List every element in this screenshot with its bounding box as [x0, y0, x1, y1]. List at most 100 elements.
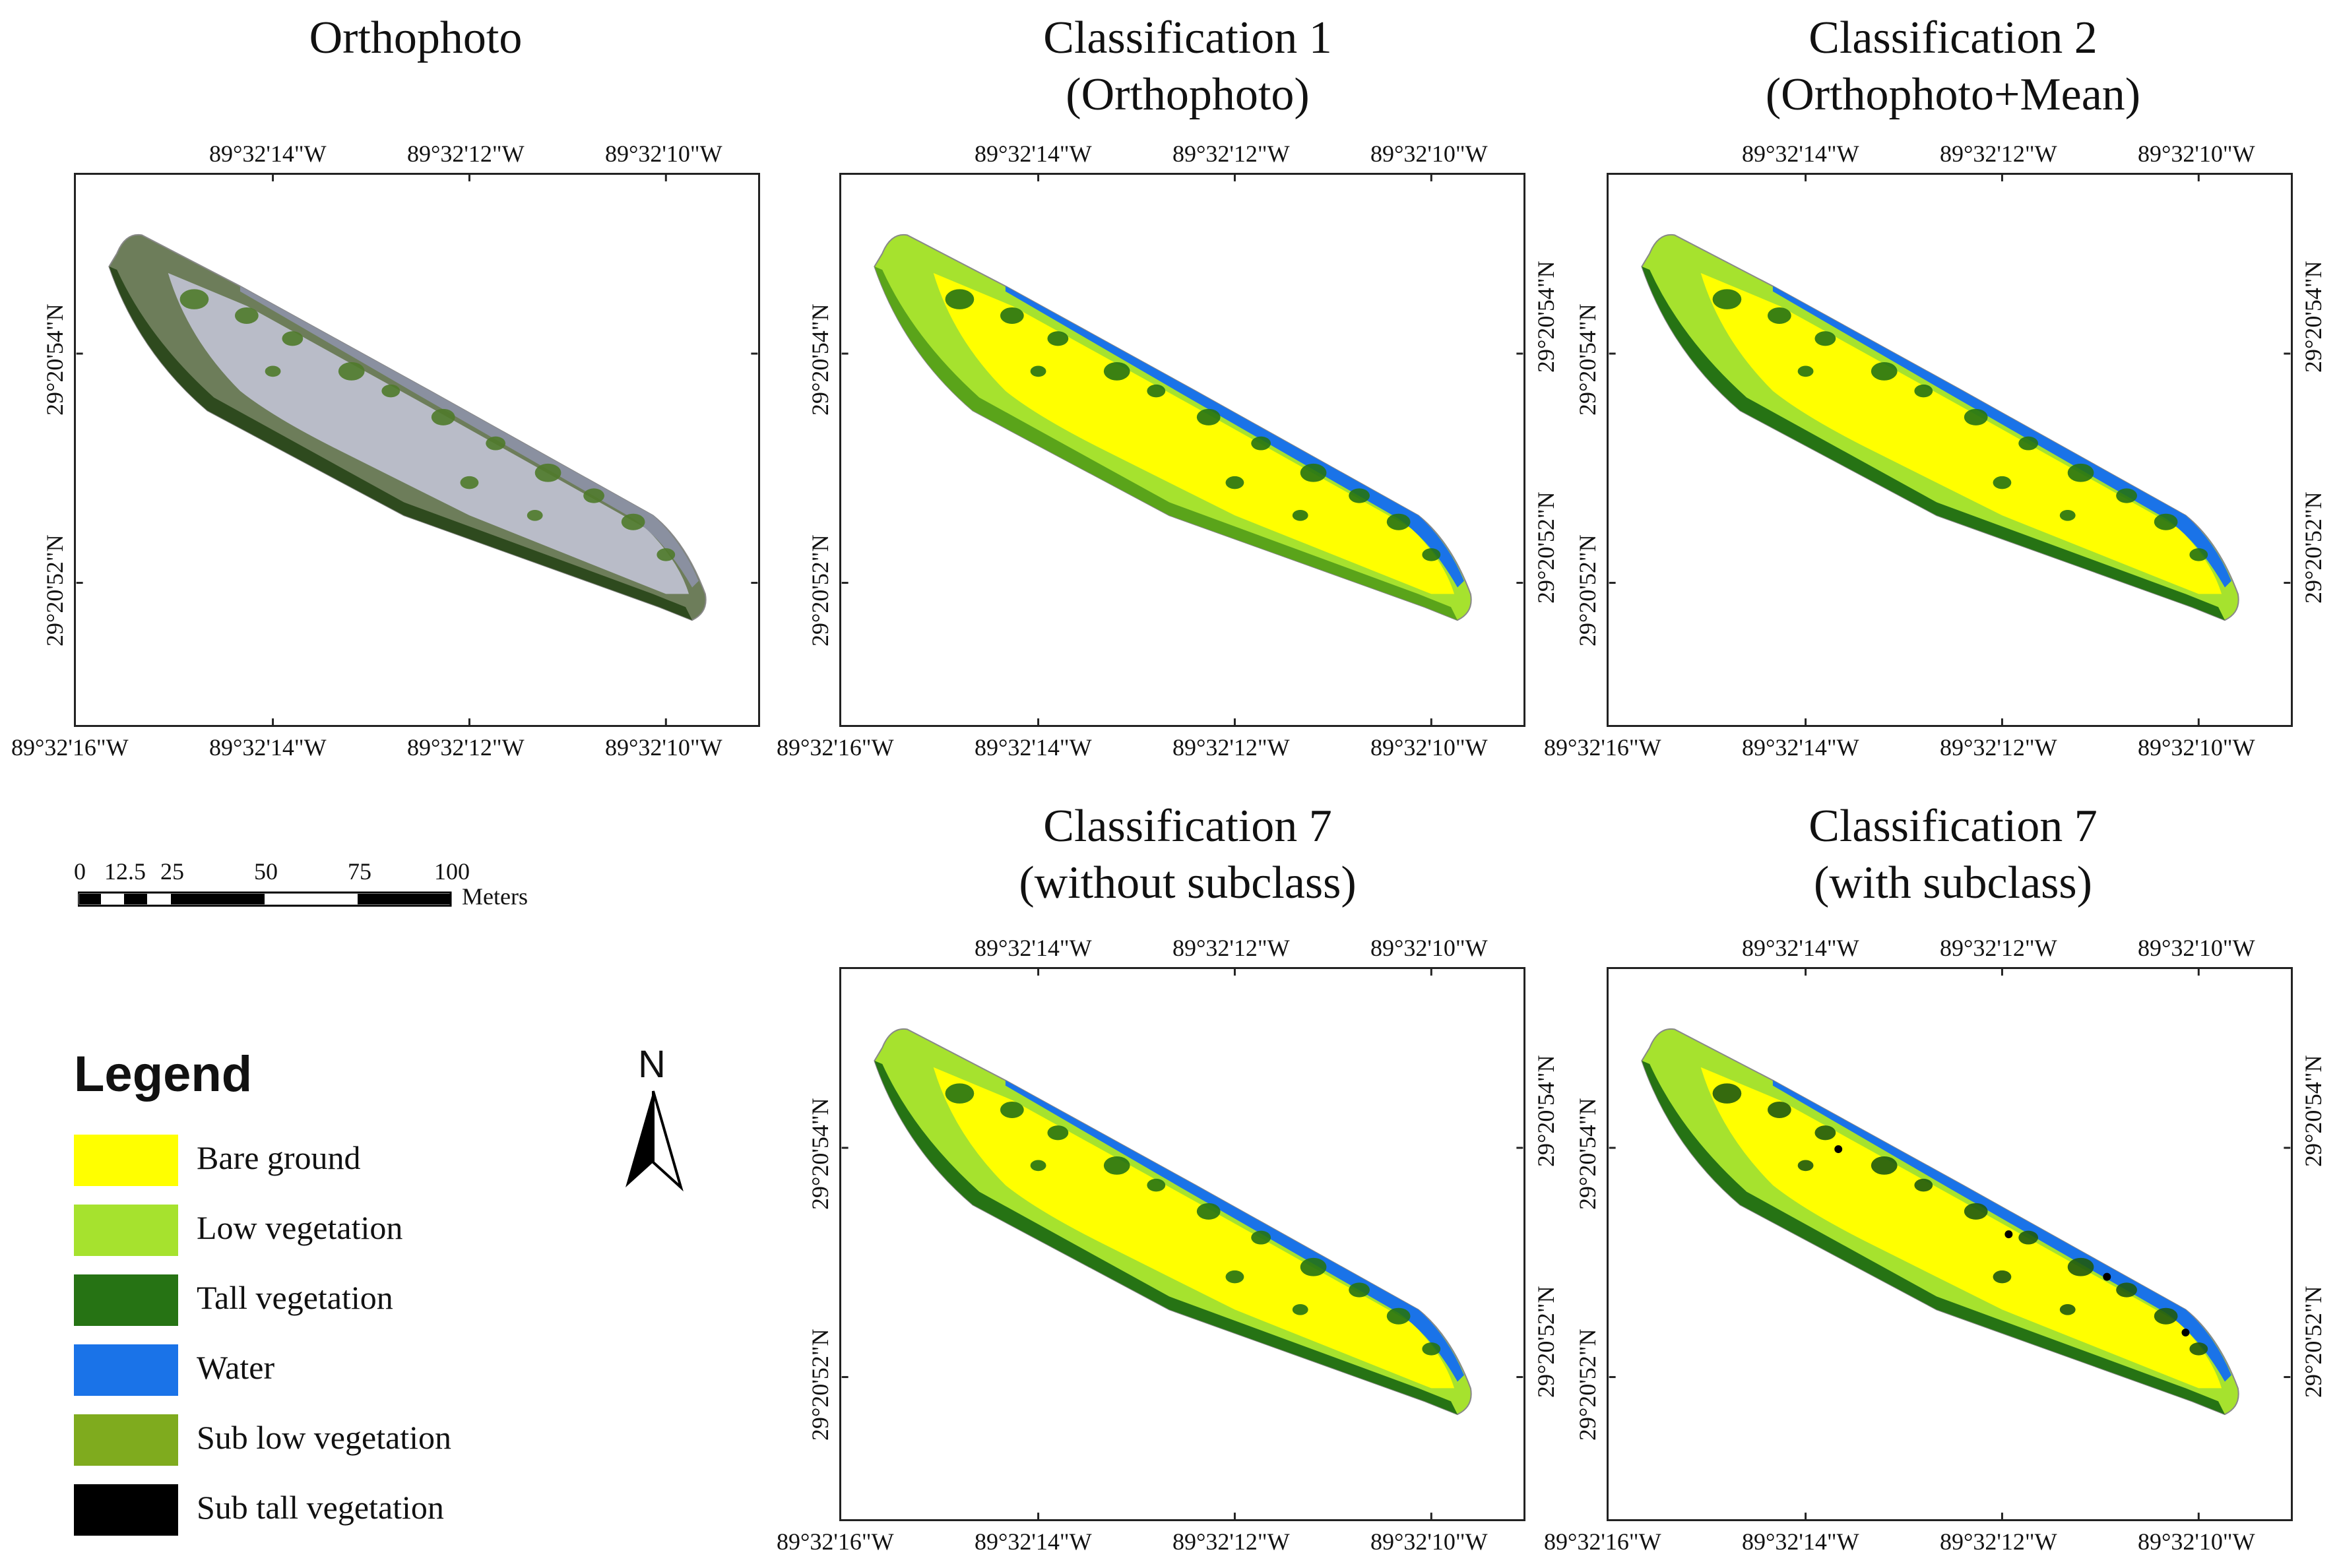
axis-label-bottom: 89°32'10"W [2138, 734, 2255, 761]
water-edge [1005, 286, 1464, 588]
axis-label-left: 29°20'52"N [807, 534, 833, 646]
bare-ground-area [933, 272, 1455, 594]
axis-label-bottom: 89°32'14"W [209, 734, 327, 761]
axis-label-right: 29°20'54"N [2300, 1055, 2326, 1167]
axis-label-top: 89°32'10"W [1370, 141, 1488, 167]
vegetation-patch [1914, 384, 1933, 398]
legend-label: Water [197, 1349, 275, 1386]
bare-ground-area [1700, 1067, 2222, 1389]
vegetation-patch [1047, 331, 1069, 346]
vegetation-patch [282, 331, 304, 346]
axis-label-bottom: 89°32'12"W [1172, 1528, 1290, 1555]
sub-tall-vegetation-patch [2181, 1329, 2190, 1336]
vegetation-patch [2116, 488, 2137, 503]
axis-label-left: 29°20'52"N [807, 1329, 833, 1441]
water-edge [1772, 286, 2231, 588]
scale-bar-graphic [78, 891, 452, 907]
sub-tall-vegetation-patch [1834, 1145, 1843, 1153]
vegetation-patch [1964, 408, 1988, 425]
vegetation-patch [1797, 1160, 1814, 1172]
title-line-1: Classification 2 [1809, 13, 2098, 63]
axis-label-top: 89°32'12"W [1940, 141, 2057, 167]
title-line-1: Orthophoto [309, 13, 523, 63]
axis-label-top: 89°32'14"W [209, 141, 327, 167]
panel-title-orthophoto: Orthophoto [251, 10, 581, 67]
vegetation-patch [381, 384, 401, 398]
vegetation-patch [2154, 513, 2178, 530]
axis-label-left: 29°20'54"N [42, 303, 68, 416]
axis-label-right: 29°20'52"N [1533, 1286, 1559, 1398]
vegetation-patch [1196, 1203, 1221, 1220]
vegetation-patch [1349, 488, 1370, 503]
axis-label-top: 89°32'14"W [975, 935, 1092, 961]
vegetation-patch [1225, 476, 1244, 489]
legend-label: Low vegetation [197, 1209, 403, 1246]
axis-label-top: 89°32'14"W [1742, 935, 1859, 961]
axis-label-right: 29°20'54"N [1533, 1055, 1559, 1167]
axis-label-top: 89°32'14"W [1742, 141, 1859, 167]
panel-title-classification-1: Classification 1 (Orthophoto) [957, 10, 1419, 123]
vegetation-patch [1000, 307, 1024, 324]
map-frame-classification-7-with [1607, 967, 2293, 1521]
scale-tick-label: 50 [254, 858, 278, 885]
axis-label-left: 29°20'54"N [807, 303, 833, 416]
axis-label-top: 89°32'12"W [407, 141, 525, 167]
legend-swatch [74, 1484, 178, 1536]
axis-label-top: 89°32'10"W [2138, 935, 2255, 961]
vegetation-patch [1871, 1156, 1898, 1175]
vegetation-patch [1292, 1303, 1308, 1315]
axis-label-right: 29°20'52"N [2300, 1286, 2326, 1398]
vegetation-patch [1712, 1083, 1742, 1104]
vegetation-patch [2189, 1342, 2208, 1356]
vegetation-patch [657, 548, 676, 561]
axis-label-bottom: 89°32'12"W [1940, 1528, 2057, 1555]
axis-label-left: 29°20'54"N [807, 1098, 833, 1210]
axis-label-bottom: 89°32'12"W [1940, 734, 2057, 761]
vegetation-patch [1422, 548, 1441, 561]
title-line-1: Classification 7 [1809, 801, 2098, 852]
axis-label-bottom: 89°32'10"W [1370, 734, 1488, 761]
map-canvas [841, 969, 1523, 1519]
vegetation-patch [1814, 331, 1836, 346]
legend-swatch [74, 1414, 178, 1466]
axis-label-bottom: 89°32'16"W [1544, 734, 1661, 761]
scale-tick-label: 100 [434, 858, 470, 885]
map-canvas [76, 175, 758, 725]
vegetation-patch [1225, 1270, 1244, 1284]
vegetation-patch [431, 408, 455, 425]
scale-tick-label: 0 [74, 858, 86, 885]
scale-tick-label: 25 [160, 858, 184, 885]
axis-label-left: 29°20'52"N [1574, 534, 1601, 646]
vegetation-patch [534, 463, 561, 482]
axis-label-bottom: 89°32'12"W [407, 734, 525, 761]
axis-label-top: 89°32'12"W [1172, 935, 1290, 961]
axis-label-top: 89°32'12"W [1172, 141, 1290, 167]
axis-label-bottom: 89°32'12"W [1172, 734, 1290, 761]
north-arrow-icon [625, 1090, 684, 1192]
axis-label-right: 29°20'54"N [2300, 261, 2326, 373]
axis-label-bottom: 89°32'10"W [2138, 1528, 2255, 1555]
scale-tick-label: 12.5 [104, 858, 146, 885]
axis-label-top: 89°32'12"W [1940, 935, 2057, 961]
vegetation-patch [1993, 476, 2012, 489]
water-edge [1772, 1080, 2231, 1382]
vegetation-patch [460, 476, 479, 489]
vegetation-patch [179, 289, 209, 309]
map-frame-classification-7-without [839, 967, 1525, 1521]
vegetation-patch [1251, 1230, 1271, 1245]
title-line-2: (with subclass) [1814, 858, 2092, 908]
map-canvas [841, 175, 1523, 725]
vegetation-patch [945, 289, 975, 309]
axis-label-top: 89°32'10"W [1370, 935, 1488, 961]
axis-label-top: 89°32'10"W [605, 141, 722, 167]
sub-tall-vegetation-patch [2103, 1272, 2111, 1281]
vegetation-patch [1386, 513, 1411, 530]
vegetation-patch [1349, 1282, 1370, 1298]
vegetation-patch [2018, 1230, 2039, 1245]
bare-ground-area [1700, 272, 2222, 594]
vegetation-patch [1047, 1125, 1069, 1141]
vegetation-patch [2059, 1303, 2076, 1315]
vegetation-patch [2067, 1257, 2094, 1276]
vegetation-patch [1292, 509, 1308, 521]
sub-tall-vegetation-patch [2004, 1230, 2013, 1239]
